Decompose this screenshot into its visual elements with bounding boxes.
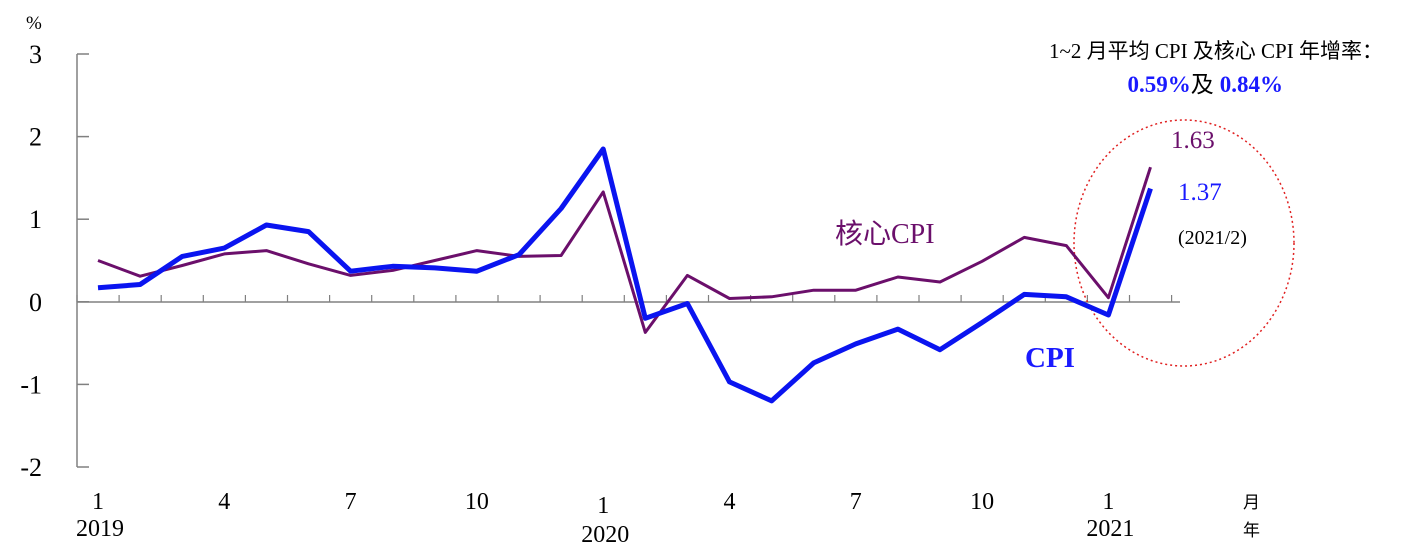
annotation-value-core: 0.84%: [1220, 72, 1283, 97]
y-ticks: 3 2 1 0 -1 -2: [20, 40, 89, 482]
data-label-period: (2021/2): [1178, 227, 1247, 249]
x-year-label: 2019: [76, 516, 124, 542]
x-unit-year: 年: [1243, 521, 1260, 540]
y-tick-label: 3: [29, 40, 42, 69]
highlight-ellipse: [1073, 119, 1295, 367]
x-tick-label: 4: [724, 489, 736, 515]
x-tick-label: 7: [345, 489, 357, 515]
annotation-title: 1~2 月平均 CPI 及核心 CPI 年增率：: [1049, 39, 1383, 63]
annotation-connector: 及: [1191, 72, 1214, 97]
y-unit-label: %: [26, 13, 42, 34]
y-tick-label: 1: [29, 205, 42, 234]
x-tick-label: 4: [218, 489, 230, 515]
y-axis: %: [26, 13, 78, 467]
annotation-values: 0.59%及 0.84%: [1128, 72, 1284, 97]
y-tick-label: -1: [20, 370, 42, 399]
y-tick-label: 0: [29, 288, 42, 317]
annotation-value-cpi: 0.59%: [1128, 72, 1191, 97]
data-label-core-last: 1.63: [1171, 127, 1215, 154]
x-unit-month: 月: [1243, 493, 1260, 512]
series-label-core-cpi: 核心CPI: [835, 218, 935, 250]
x-year-label: 2020: [581, 522, 629, 542]
x-tick-label: 7: [850, 489, 862, 515]
series-line-core-cpi: [97, 166, 1152, 334]
series-label-cpi: CPI: [1025, 342, 1075, 374]
x-ticks: [76, 295, 1173, 302]
x-tick-label: 10: [465, 489, 489, 515]
x-tick-label: 1: [597, 493, 609, 519]
x-year-label: 2021: [1086, 516, 1134, 542]
series-line-cpi: [97, 146, 1153, 404]
y-tick-label: 2: [29, 123, 42, 152]
data-label-cpi-last: 1.37: [1178, 179, 1222, 206]
x-tick-label: 1: [92, 489, 104, 515]
x-tick-label: 1: [1102, 489, 1114, 515]
y-tick-label: -2: [20, 453, 42, 482]
x-tick-label: 10: [970, 489, 994, 515]
